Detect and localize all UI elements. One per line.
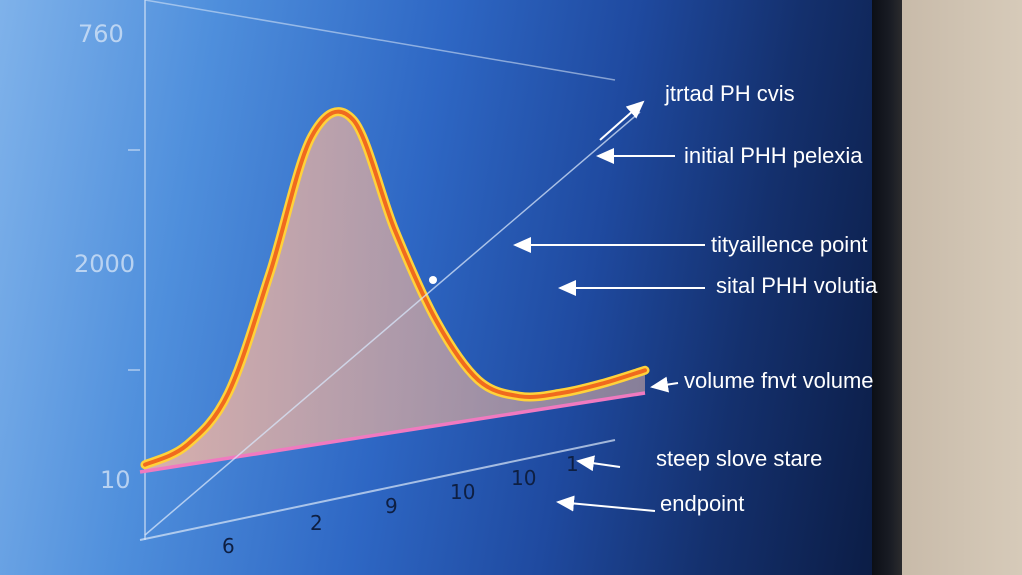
x-tick-label-1: 2 (310, 511, 323, 535)
pink-baseline (139, 391, 646, 474)
x-axis (139, 439, 616, 541)
annotation-label-sital-ph: sital PHH volutia (716, 273, 878, 298)
annotation-arrow-volume (650, 376, 679, 393)
series-line (143, 109, 647, 467)
annotation-label-initial-ph: initial PHH pelexia (684, 143, 863, 168)
monitor-bezel (872, 0, 902, 575)
inflection-point-marker (429, 276, 437, 284)
x-tick-label-3: 10 (450, 480, 475, 504)
x-tick-label-4: 10 (511, 466, 536, 490)
curve-area-fill (145, 111, 645, 472)
annotation-label-volume: volume fnvt volume (684, 368, 874, 393)
diagonal-arrow (599, 100, 645, 141)
annotation-label-ph-axis: jtrtad PH cvis (664, 81, 795, 106)
x-tick-label-5: 1 (566, 452, 579, 476)
diagonal-guide-line (144, 111, 641, 536)
annotation-label-steep-slope: steep slove stare (656, 446, 822, 471)
x-tick-label-0: 6 (222, 534, 235, 558)
annotation-arrow-endpoint (556, 495, 656, 512)
top-guide-line (144, 0, 616, 81)
y-tick-label-1: 2000 (74, 250, 135, 278)
monitor-screen (0, 0, 880, 575)
annotation-label-endpoint: endpoint (660, 491, 744, 516)
y-tick-label-2: 10 (100, 466, 131, 494)
y-tick-label-0: 760 (78, 20, 124, 48)
x-tick-label-2: 9 (385, 494, 398, 518)
annotation-label-equivalence-point: tityaillence point (711, 232, 868, 257)
annotation-arrow-steep (576, 455, 621, 472)
